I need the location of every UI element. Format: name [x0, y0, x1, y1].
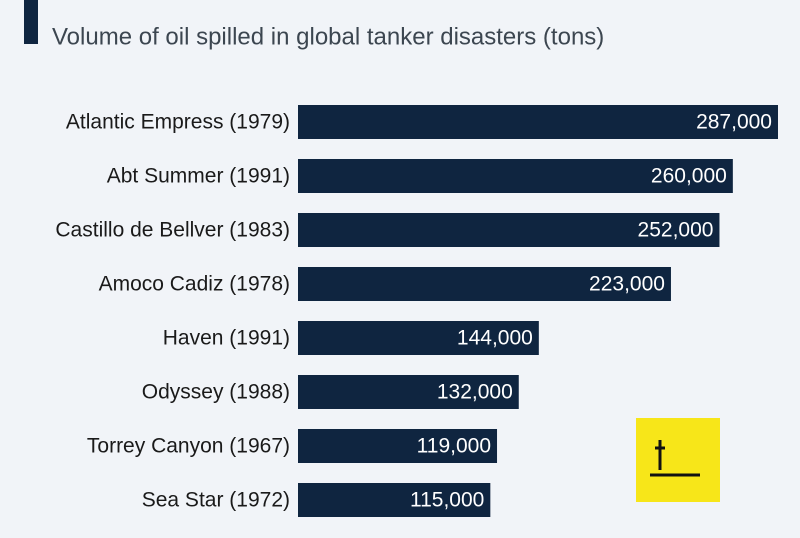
logo — [636, 418, 720, 502]
bar — [298, 375, 519, 409]
bar — [298, 159, 733, 193]
category-label: Amoco Cadiz (1978) — [99, 273, 290, 296]
category-label: Abt Summer (1991) — [107, 165, 290, 188]
value-label: 260,000 — [651, 165, 727, 188]
chart-subtitle: Volume of oil spilled in global tanker d… — [52, 23, 604, 50]
value-label: 223,000 — [589, 273, 665, 296]
value-label: 132,000 — [437, 381, 513, 404]
logo-box — [636, 418, 720, 502]
bar — [298, 429, 498, 463]
logo-mark — [650, 440, 700, 477]
value-label: 252,000 — [638, 219, 714, 242]
category-label: Sea Star (1972) — [142, 489, 290, 512]
value-label: 287,000 — [696, 111, 772, 134]
bar — [298, 321, 539, 355]
category-label: Atlantic Empress (1979) — [66, 111, 290, 134]
bar — [298, 105, 778, 139]
category-label: Castillo de Bellver (1983) — [55, 219, 290, 242]
bar — [298, 483, 491, 517]
bar — [298, 267, 671, 301]
bar — [298, 213, 720, 247]
category-label: Torrey Canyon (1967) — [87, 435, 290, 458]
value-label: 144,000 — [457, 327, 533, 350]
title-accent — [24, 0, 38, 44]
value-label: 119,000 — [417, 435, 491, 458]
category-label: Haven (1991) — [163, 327, 290, 350]
category-label: Odyssey (1988) — [142, 381, 290, 404]
value-label: 115,000 — [410, 489, 484, 512]
